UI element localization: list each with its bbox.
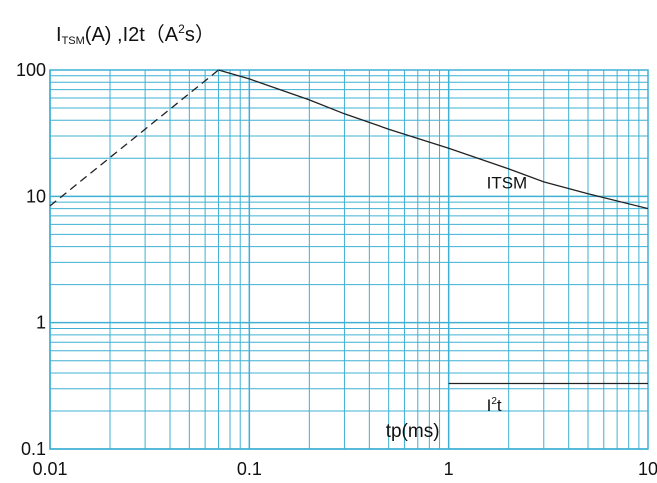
- plot-frame: [49, 69, 649, 450]
- y-tick-label: 1: [36, 313, 46, 333]
- y-tick-label: 0.1: [21, 439, 46, 459]
- y-axis-label: ITSM(A) ,I2t（A2s）: [56, 18, 215, 47]
- series-line-1: [218, 69, 649, 210]
- i2t-annotation-base: I: [487, 396, 492, 415]
- y-axis-label-mid: (A) ,I2t（A: [84, 24, 179, 46]
- y-axis-label-sub: TSM: [61, 35, 85, 47]
- y-axis-label-base: I: [56, 24, 62, 46]
- y-axis-label-end: s）: [184, 24, 215, 46]
- i2t-annotation-end: t: [497, 396, 502, 415]
- grid: [49, 70, 648, 450]
- y-tick-label: 10: [26, 186, 46, 206]
- x-axis-label: tp(ms): [386, 421, 440, 442]
- x-tick-label: 10: [638, 459, 657, 479]
- i2t-annotation-sup: 2: [491, 396, 497, 407]
- series-group: [49, 69, 649, 385]
- series-line-0: [49, 69, 219, 207]
- x-tick-label: 0.01: [32, 459, 67, 479]
- y-tick-label: 100: [16, 60, 46, 80]
- y-axis-label-sup: 2: [178, 22, 185, 36]
- x-tick-label: 0.1: [237, 459, 262, 479]
- itsm-annotation: ITSM: [487, 174, 528, 193]
- x-tick-label: 1: [444, 459, 454, 479]
- i2t-annotation: I2t: [487, 396, 502, 415]
